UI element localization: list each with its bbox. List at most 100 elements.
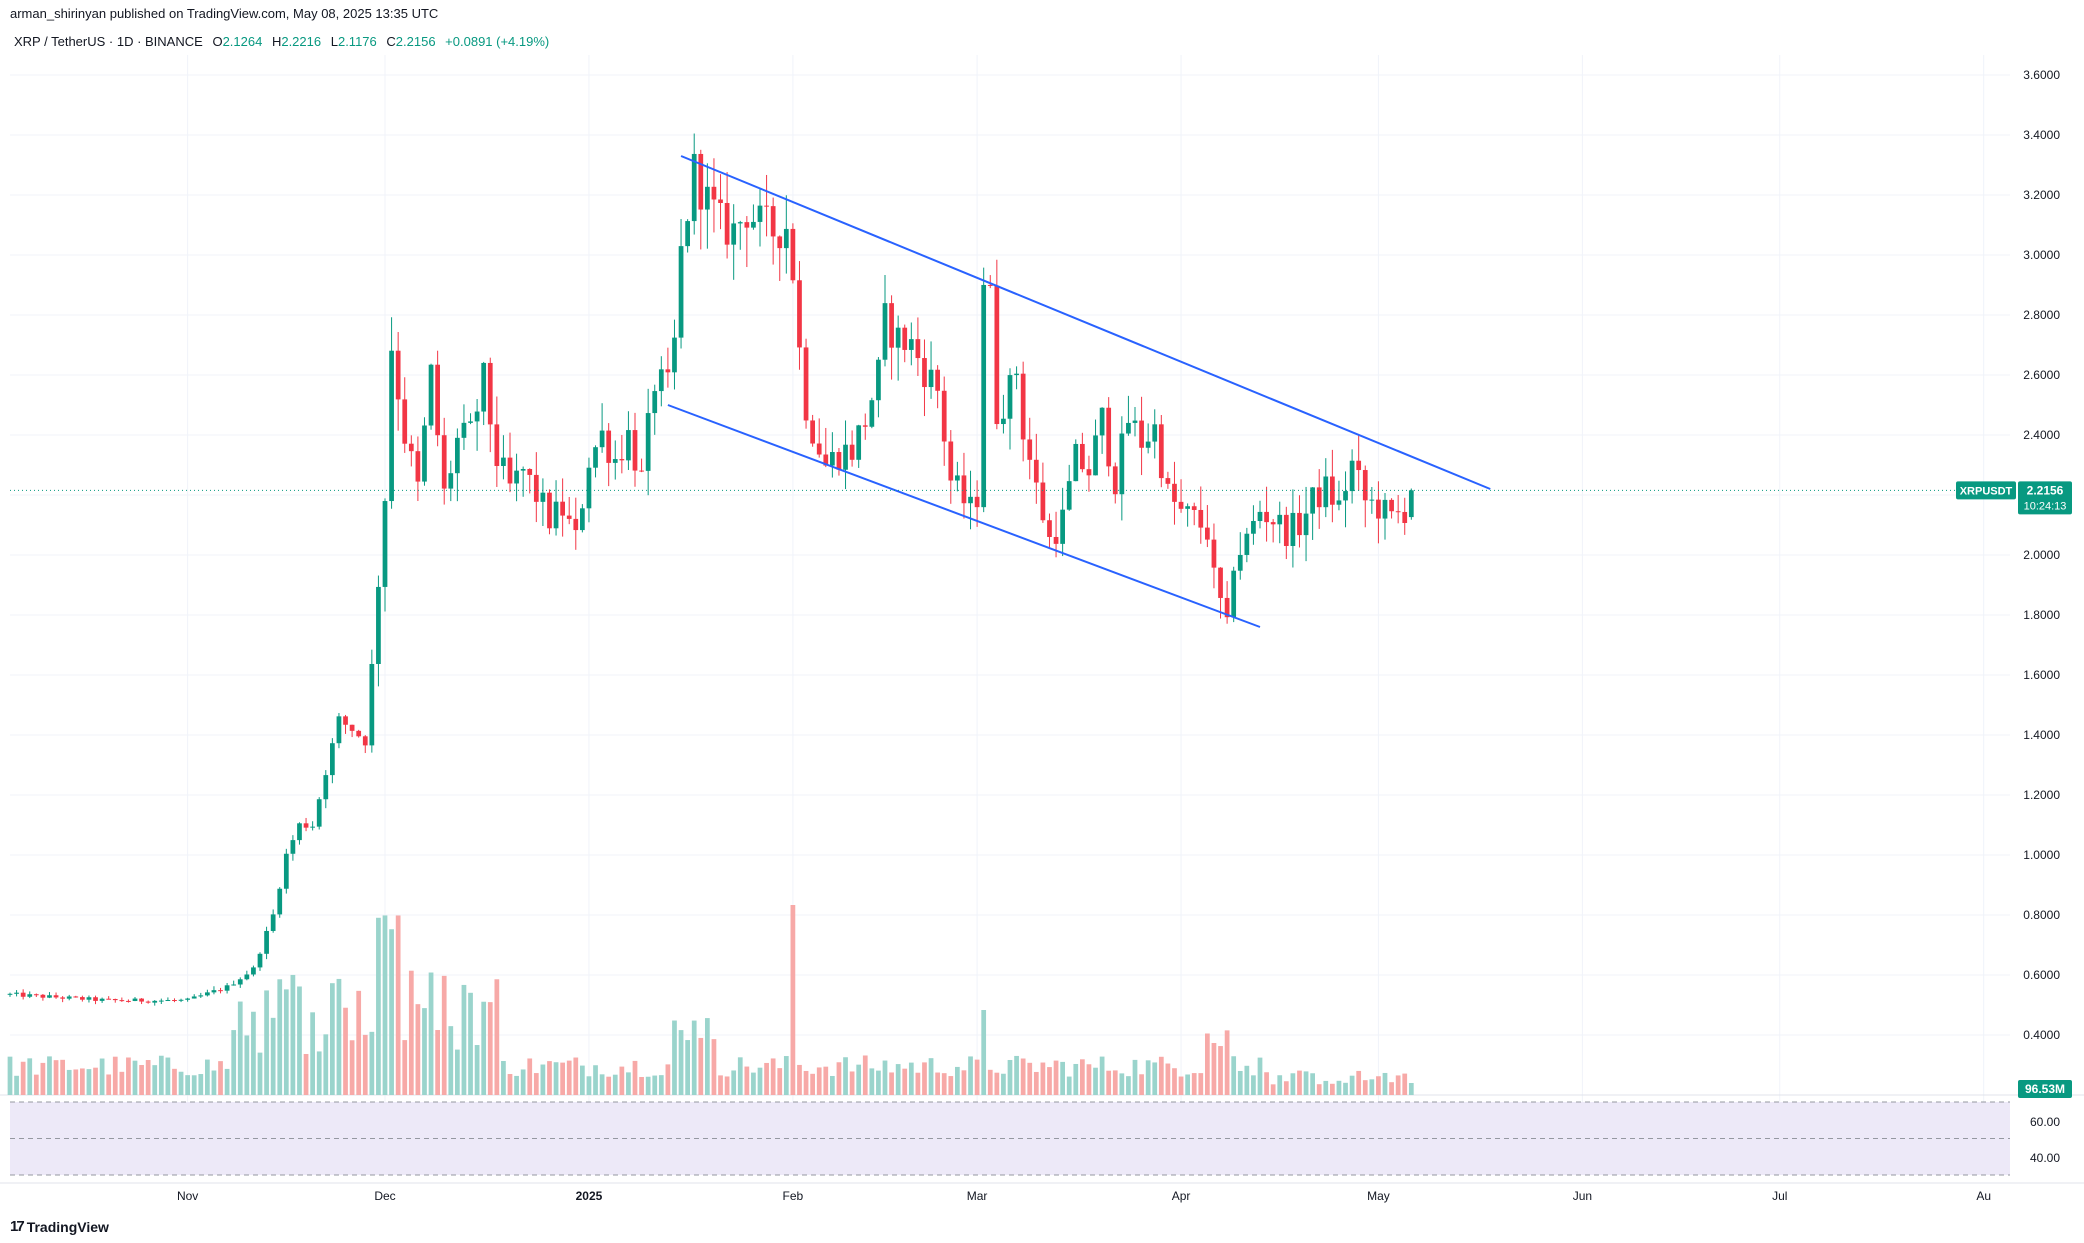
candle: [876, 357, 881, 418]
candle: [362, 735, 368, 754]
candle-body: [908, 339, 914, 350]
candle-body: [27, 994, 33, 997]
candle-body: [685, 221, 690, 247]
volume-bar: [1283, 1081, 1289, 1095]
candle-body: [560, 501, 565, 516]
candle: [1040, 462, 1046, 523]
volume-bar: [711, 1039, 717, 1095]
candle-body: [1178, 501, 1184, 509]
volume-badge: 96.53M: [2018, 1080, 2072, 1098]
candle: [658, 356, 664, 407]
volume-bar: [132, 1060, 138, 1095]
candle-body: [731, 223, 737, 245]
candle: [126, 999, 131, 1003]
price-tick-label: 1.4000: [2023, 728, 2060, 742]
candle-body: [968, 496, 973, 504]
candle-body: [389, 350, 394, 502]
volume-bar: [948, 1076, 954, 1095]
candle: [330, 738, 335, 784]
candle: [395, 332, 401, 431]
candle: [343, 714, 348, 734]
volume-bar: [1080, 1059, 1085, 1095]
volume-bar: [698, 1037, 704, 1095]
volume-bar: [356, 990, 362, 1095]
candle-body: [862, 425, 868, 427]
legend-low-label: L: [330, 34, 338, 49]
volume-bar: [80, 1068, 85, 1095]
candle-body: [573, 518, 579, 531]
volume-bar: [731, 1070, 737, 1095]
volume-bar: [316, 1051, 322, 1095]
price-tick-label: 3.0000: [2023, 248, 2060, 262]
volume-bar: [678, 1030, 684, 1095]
candle: [724, 172, 730, 259]
candle: [290, 835, 296, 861]
candle: [527, 468, 533, 494]
candle: [1112, 462, 1118, 504]
volume-bar: [974, 1059, 980, 1095]
candle: [895, 315, 901, 381]
candle-body: [73, 996, 79, 998]
candle-body: [1152, 424, 1158, 442]
candle: [889, 295, 894, 380]
candle: [1178, 479, 1184, 513]
candle: [599, 403, 605, 453]
candle-body: [889, 303, 894, 348]
time-tick-label: Jun: [1573, 1189, 1592, 1203]
candle-body: [93, 997, 98, 1001]
candle-body: [330, 743, 335, 776]
candle: [1007, 368, 1013, 450]
candle: [1369, 486, 1375, 514]
candle: [356, 729, 362, 738]
volume-bar: [422, 1008, 427, 1095]
volume-bar: [481, 1001, 487, 1095]
tradingview-logo[interactable]: 17 TradingView: [10, 1218, 109, 1235]
volume-bar: [810, 1073, 815, 1095]
volume-bar: [93, 1067, 98, 1095]
candle: [922, 339, 927, 417]
volume-bar: [1362, 1080, 1368, 1095]
candle: [908, 322, 914, 366]
candle: [1237, 532, 1243, 580]
candle-body: [283, 853, 289, 889]
legend-open-label: O: [212, 34, 223, 49]
legend-low-value: 2.1176: [337, 34, 377, 49]
candle: [461, 404, 467, 450]
candle: [112, 998, 118, 1003]
candle: [435, 350, 440, 447]
volume-bar: [777, 1068, 783, 1095]
volume-bar: [435, 1030, 440, 1095]
volume-bar: [376, 917, 381, 1095]
legend-symbol[interactable]: XRP / TetherUS · 1D · BINANCE: [14, 34, 203, 49]
candle: [1402, 497, 1408, 535]
candle: [533, 452, 539, 523]
candle: [218, 987, 223, 994]
volume-bar: [1020, 1058, 1026, 1095]
volume-bar: [1205, 1033, 1210, 1095]
volume-bar: [251, 1011, 256, 1095]
candle: [336, 713, 342, 749]
candle: [198, 992, 204, 998]
lower-channel-line: [667, 404, 1261, 628]
volume-bar: [1053, 1060, 1059, 1095]
candle-body: [514, 470, 519, 484]
volume-bar: [224, 1068, 230, 1095]
candle: [626, 411, 631, 471]
volume-bar: [1270, 1084, 1276, 1095]
volume-badge-text: 96.53M: [2025, 1082, 2065, 1096]
volume-bar: [1231, 1056, 1237, 1095]
candle-body: [455, 437, 460, 474]
candle: [1158, 415, 1164, 488]
candle: [652, 384, 658, 435]
volume-bar: [823, 1066, 829, 1095]
volume-bar: [303, 1053, 309, 1095]
upper-channel-line: [680, 155, 1491, 490]
candle: [1290, 489, 1296, 568]
volume-bar: [599, 1074, 605, 1095]
volume-bar: [757, 1067, 763, 1095]
price-badge-bg: [2018, 481, 2072, 515]
candle-body: [783, 228, 789, 249]
candle: [1086, 455, 1092, 492]
volume-bar: [198, 1074, 204, 1095]
candle: [139, 998, 144, 1005]
